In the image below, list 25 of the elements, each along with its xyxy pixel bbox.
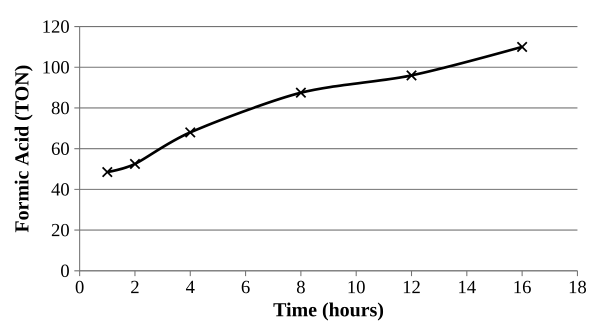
- point: [295, 87, 306, 98]
- point: [516, 42, 528, 53]
- point: [406, 70, 418, 82]
- x-tick-label: 4: [186, 281, 195, 294]
- x-tick-label: 2: [131, 281, 139, 294]
- y-tick-label: 0: [61, 264, 69, 278]
- x-tick-label: 14: [459, 281, 476, 294]
- y-tick-label: 60: [52, 142, 69, 156]
- y-tick-label: 100: [43, 61, 69, 74]
- y-axis-title: Formic Acid (TON): [14, 66, 33, 232]
- x-tick-label: 12: [404, 281, 420, 294]
- y-tick-label: 80: [52, 102, 69, 114]
- y-tick-label: 20: [52, 224, 69, 237]
- x-tick-label: 8: [296, 281, 305, 294]
- point: [184, 127, 196, 138]
- point: [102, 166, 113, 178]
- x-tick-label: 0: [76, 281, 84, 294]
- x-tick-label: 18: [570, 281, 586, 294]
- x-tick-label: 6: [242, 281, 250, 294]
- y-tick-label: 120: [43, 20, 69, 34]
- x-tick-label: 10: [348, 281, 365, 294]
- x-axis-title: Time (hours): [273, 302, 384, 321]
- y-tick-label: 40: [51, 183, 69, 196]
- x-tick-label: 16: [514, 281, 531, 294]
- point: [129, 158, 141, 170]
